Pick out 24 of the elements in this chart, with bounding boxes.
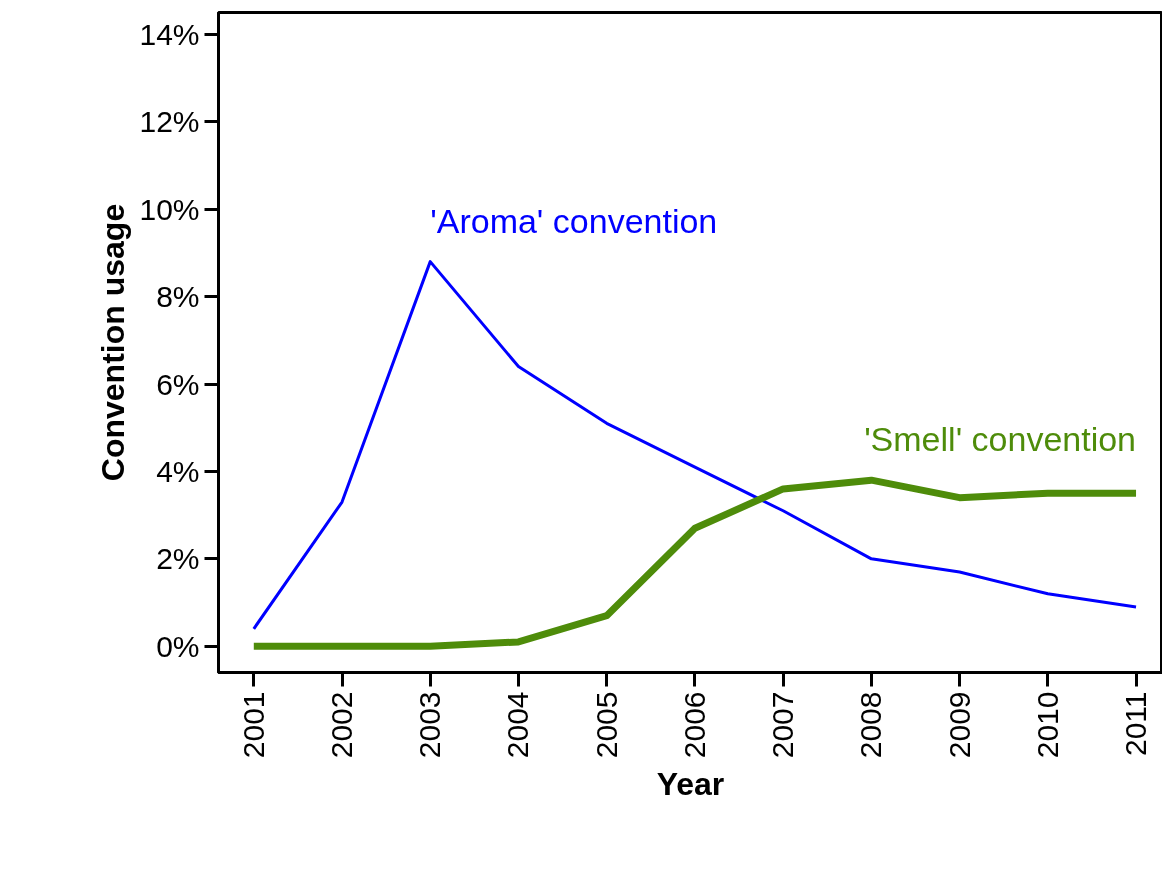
x-tick-label: 2007 [766, 691, 800, 759]
y-tick-label: 10% [139, 192, 200, 226]
x-axis-title: Year [656, 766, 725, 803]
y-tick-label: 12% [139, 105, 200, 139]
y-tick-label: 4% [156, 454, 200, 488]
x-tick-label: 2002 [325, 691, 359, 759]
y-axis-title: Convention usage [95, 203, 132, 482]
x-tick-label: 2006 [677, 691, 711, 759]
y-tick-label: 0% [156, 629, 200, 663]
series-label: 'Smell' convention [864, 420, 1137, 459]
y-tick-label: 14% [139, 17, 200, 51]
x-tick-label: 2009 [942, 691, 976, 759]
x-tick-label: 2010 [1030, 691, 1064, 759]
y-tick-label: 6% [156, 367, 200, 401]
x-tick-label: 2011 [1119, 691, 1153, 757]
x-tick-label: 2001 [236, 691, 270, 759]
x-tick-label: 2008 [854, 691, 888, 759]
x-tick-label: 2004 [501, 691, 535, 759]
y-tick-label: 8% [156, 280, 200, 314]
x-tick-label: 2005 [589, 691, 623, 759]
line-series [252, 260, 1138, 631]
y-tick-label: 2% [156, 542, 200, 576]
x-tick-label: 2003 [413, 691, 447, 759]
series-label: 'Aroma' convention [430, 201, 718, 240]
